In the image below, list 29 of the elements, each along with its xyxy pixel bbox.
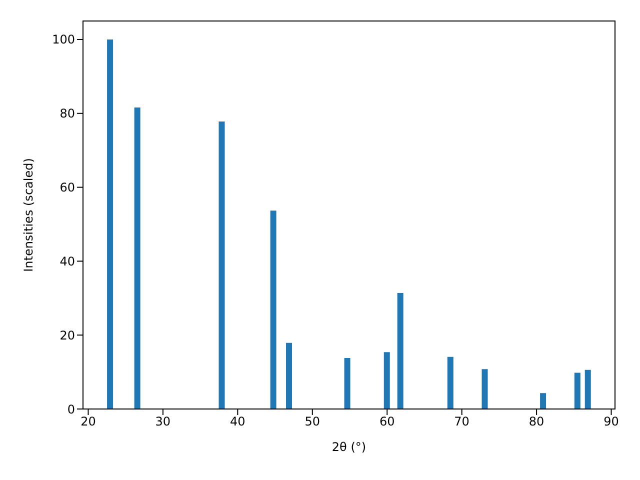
y-tick-label: 60 [60,180,75,195]
x-tick-label: 80 [528,414,544,429]
y-tick-label: 0 [67,402,75,416]
x-tick-label: 90 [604,414,619,429]
bar [447,356,454,409]
bar [218,122,225,409]
bar [540,393,546,409]
y-tick-label: 20 [60,328,75,342]
bar [584,370,591,409]
bar [482,369,488,409]
y-tick-label: 100 [52,32,75,47]
bar [286,342,292,409]
bar [397,292,404,409]
x-tick-label: 50 [304,414,320,429]
bar [344,358,350,409]
x-tick-label: 70 [454,414,470,429]
bar [574,372,580,409]
x-tick-label: 40 [230,414,246,429]
x-axis-title: 2θ (°) [332,440,366,454]
x-tick-label: 60 [379,414,395,429]
bar [384,352,390,409]
x-tick-label: 20 [80,414,96,429]
bar [107,39,114,409]
bar [134,107,140,409]
x-tick-label: 30 [155,414,171,429]
y-axis-title: Intensities (scaled) [21,158,36,272]
bar [270,210,276,409]
y-tick-label: 40 [60,254,75,268]
y-tick-label: 80 [60,106,75,121]
